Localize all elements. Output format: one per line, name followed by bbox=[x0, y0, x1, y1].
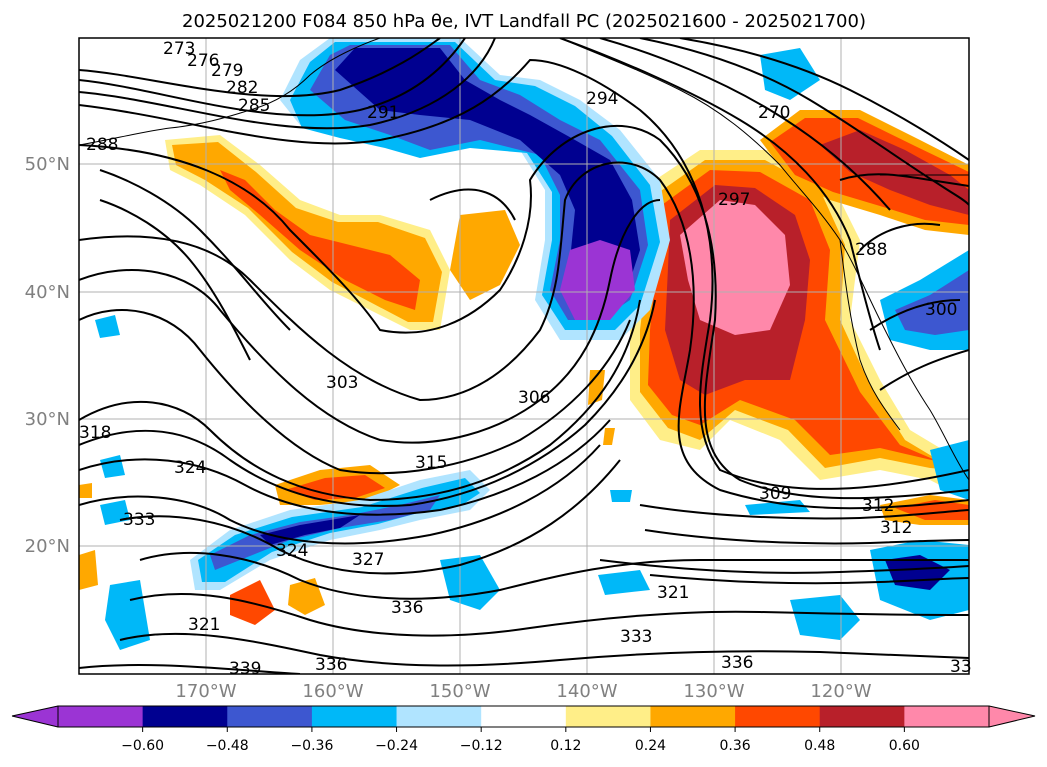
contour-label: 333 bbox=[620, 627, 652, 647]
negative-anomaly-region bbox=[745, 500, 810, 515]
positive-anomaly-region bbox=[288, 578, 325, 615]
colorbar-segment bbox=[142, 706, 228, 727]
negative-anomaly-region bbox=[310, 45, 648, 320]
contour-label: 282 bbox=[226, 78, 258, 98]
contour-label: 276 bbox=[187, 51, 219, 71]
contour-label: 33 bbox=[950, 657, 972, 677]
positive-anomaly-region bbox=[603, 428, 615, 445]
negative-anomaly-region bbox=[610, 490, 632, 502]
colorbar-tick-label: −0.24 bbox=[375, 738, 418, 754]
contour-label: 306 bbox=[518, 388, 550, 408]
lon-label: 130°W bbox=[683, 681, 744, 702]
positive-anomaly-region bbox=[588, 370, 605, 405]
map-border bbox=[78, 37, 970, 675]
colorbar-tick-label: −0.36 bbox=[290, 738, 333, 754]
colorbar-segment bbox=[311, 706, 398, 727]
contour-label: 309 bbox=[759, 484, 791, 504]
contour-label: 339 bbox=[229, 659, 261, 679]
contour-label: 336 bbox=[391, 598, 423, 618]
colorbar: −0.60 −0.48 −0.36 −0.24 −0.12 0.12 0.24 0.36 0.4… bbox=[11, 705, 1036, 754]
negative-anomaly-region bbox=[95, 315, 120, 338]
contour-label: 321 bbox=[657, 583, 689, 603]
negative-anomaly-region bbox=[79, 483, 92, 498]
lon-label: 120°W bbox=[810, 681, 871, 702]
colorbar-tick-label: 0.60 bbox=[889, 738, 920, 754]
lat-label: 20°N bbox=[25, 536, 70, 557]
colorbar-segment bbox=[735, 706, 821, 727]
contour-label: 324 bbox=[276, 541, 308, 561]
lon-label: 150°W bbox=[429, 681, 490, 702]
colorbar-arrow-left bbox=[12, 706, 58, 727]
contour-label: 303 bbox=[326, 373, 358, 393]
contour-label: 279 bbox=[211, 61, 243, 81]
contour-label: 321 bbox=[188, 615, 220, 635]
contour-label: 285 bbox=[238, 96, 270, 116]
colorbar-segment bbox=[819, 706, 905, 727]
colorbar-tick-label: 0.36 bbox=[720, 738, 751, 754]
contour-label: 324 bbox=[174, 458, 206, 478]
contour-label: 291 bbox=[367, 103, 399, 123]
positive-anomaly-region bbox=[820, 130, 969, 215]
lat-label: 40°N bbox=[25, 282, 70, 303]
colorbar-segments bbox=[58, 706, 990, 727]
contour-label: 294 bbox=[586, 89, 618, 109]
colorbar-ticks: −0.60 −0.48 −0.36 −0.24 −0.12 0.12 0.24 0.36 0.4… bbox=[121, 727, 920, 754]
map-panel: 273 276 279 282 285 288 291 294 270 297 … bbox=[78, 37, 972, 679]
colorbar-segment bbox=[396, 706, 482, 727]
colorbar-segment bbox=[58, 706, 144, 727]
lon-label: 160°W bbox=[302, 681, 363, 702]
negative-anomaly-region bbox=[560, 240, 635, 320]
contour-label: 336 bbox=[721, 653, 753, 673]
colorbar-tick-label: −0.12 bbox=[460, 738, 503, 754]
contour-label: 312 bbox=[880, 518, 912, 538]
contour-label: 300 bbox=[925, 300, 957, 320]
negative-anomaly-region bbox=[79, 550, 98, 590]
colorbar-arrow-outline bbox=[11, 705, 1036, 728]
contour-label: 318 bbox=[79, 423, 111, 443]
coastlines bbox=[79, 38, 969, 481]
lat-label: 30°N bbox=[25, 409, 70, 430]
colorbar-tick-label: 0.48 bbox=[804, 738, 835, 754]
colorbar-tick-label: −0.60 bbox=[121, 738, 164, 754]
colorbar-arrow-right bbox=[989, 706, 1035, 727]
colorbar-tick-label: 0.24 bbox=[635, 738, 666, 754]
contour-labels: 273 276 279 282 285 288 291 294 270 297 … bbox=[79, 39, 972, 679]
contour-label: 312 bbox=[862, 496, 894, 516]
contour-label: 288 bbox=[855, 240, 887, 260]
colorbar-segment bbox=[481, 706, 567, 727]
contour-label: 336 bbox=[315, 655, 347, 675]
positive-anomaly-region bbox=[285, 475, 385, 500]
negative-anomaly-region bbox=[790, 595, 860, 640]
lon-label: 170°W bbox=[175, 681, 236, 702]
positive-anomaly-region bbox=[450, 210, 520, 300]
colorbar-segment bbox=[227, 706, 313, 727]
contour-label: 327 bbox=[352, 550, 384, 570]
positive-anomaly-region bbox=[220, 170, 420, 310]
contour-label: 270 bbox=[758, 103, 790, 123]
negative-anomaly-region bbox=[598, 570, 650, 595]
colorbar-segment bbox=[650, 706, 736, 727]
lat-labels: 50°N 40°N 30°N 20°N bbox=[25, 154, 70, 557]
colorbar-tick-label: 0.12 bbox=[550, 738, 581, 754]
contour-label: 273 bbox=[163, 39, 195, 59]
gridlines bbox=[79, 38, 969, 674]
contour-label: 297 bbox=[718, 190, 750, 210]
map-title: 2025021200 F084 850 hPa θe, IVT Landfall… bbox=[182, 11, 866, 32]
colorbar-segment bbox=[565, 706, 651, 727]
lon-label: 140°W bbox=[556, 681, 617, 702]
colorbar-segment bbox=[904, 706, 990, 727]
lat-label: 50°N bbox=[25, 154, 70, 175]
contour-label: 333 bbox=[123, 510, 155, 530]
theta-e-contours bbox=[79, 38, 969, 674]
negative-anomaly-region bbox=[930, 440, 969, 500]
contour-label: 315 bbox=[415, 453, 447, 473]
colorbar-frame bbox=[57, 705, 990, 728]
lon-labels: 170°W 160°W 150°W 140°W 130°W 120°W bbox=[175, 681, 871, 702]
colorbar-tick-label: −0.48 bbox=[206, 738, 249, 754]
contour-label: 288 bbox=[86, 135, 118, 155]
